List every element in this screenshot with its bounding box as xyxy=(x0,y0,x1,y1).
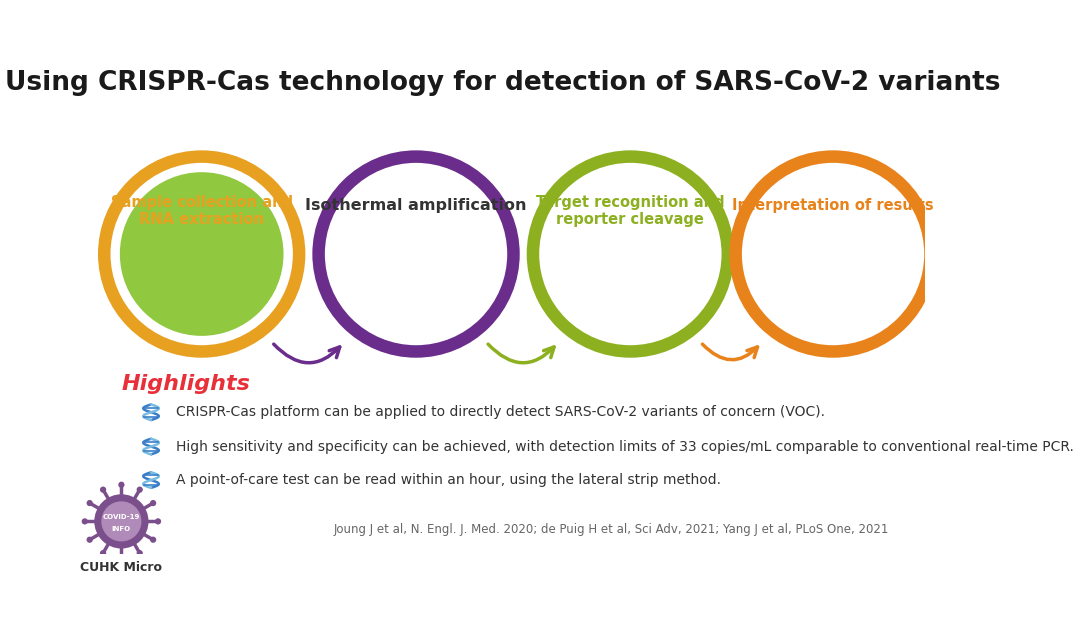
Circle shape xyxy=(87,500,93,506)
FancyArrowPatch shape xyxy=(703,344,757,359)
Circle shape xyxy=(151,500,156,506)
Circle shape xyxy=(102,501,142,541)
FancyArrowPatch shape xyxy=(488,344,554,363)
Circle shape xyxy=(752,172,915,336)
Text: High sensitivity and specificity can be achieved, with detection limits of 33 co: High sensitivity and specificity can be … xyxy=(175,439,1074,453)
Text: COVID-19: COVID-19 xyxy=(103,514,140,520)
Text: Joung J et al, N. Engl. J. Med. 2020; de Puig H et al, Sci Adv, 2021; Yang J et : Joung J et al, N. Engl. J. Med. 2020; de… xyxy=(334,522,888,536)
Circle shape xyxy=(118,482,125,488)
Circle shape xyxy=(81,518,88,524)
Circle shape xyxy=(120,172,284,336)
Text: Target recognition and
reporter cleavage: Target recognition and reporter cleavage xyxy=(536,195,725,228)
Text: Interpretation of results: Interpretation of results xyxy=(732,198,934,213)
Circle shape xyxy=(335,172,498,336)
Text: CUHK Micro: CUHK Micro xyxy=(80,561,162,574)
Circle shape xyxy=(100,550,106,556)
Text: CRISPR-Cas platform can be applied to directly detect SARS-CoV-2 variants of con: CRISPR-Cas platform can be applied to di… xyxy=(175,405,825,419)
Circle shape xyxy=(151,536,156,543)
Circle shape xyxy=(100,486,106,493)
FancyArrowPatch shape xyxy=(274,344,340,363)
Text: Using CRISPR-Cas technology for detection of SARS-CoV-2 variants: Using CRISPR-Cas technology for detectio… xyxy=(5,70,1001,96)
Circle shape xyxy=(87,536,93,543)
Circle shape xyxy=(136,486,143,493)
Circle shape xyxy=(549,172,713,336)
Text: Sample collection and
RNA extraction: Sample collection and RNA extraction xyxy=(110,195,292,228)
Text: A point-of-care test can be read within an hour, using the lateral strip method.: A point-of-care test can be read within … xyxy=(175,473,721,487)
Text: INFO: INFO xyxy=(112,526,131,532)
Text: Isothermal amplification: Isothermal amplification xyxy=(305,198,526,213)
Circle shape xyxy=(95,496,147,547)
Text: Highlights: Highlights xyxy=(121,374,250,394)
Circle shape xyxy=(118,555,125,561)
Circle shape xyxy=(136,550,143,556)
Circle shape xyxy=(155,518,161,524)
